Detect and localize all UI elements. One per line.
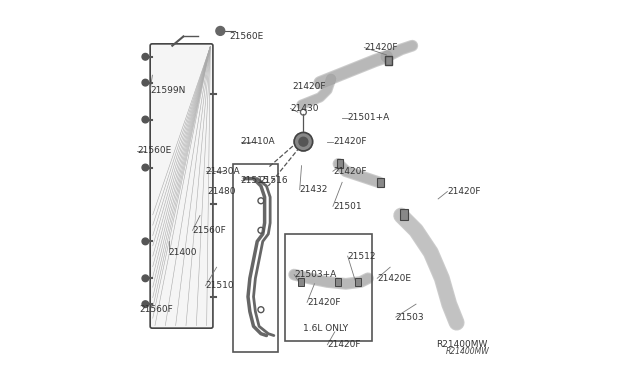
Text: 21400: 21400 bbox=[168, 248, 197, 257]
Text: 21420F: 21420F bbox=[447, 187, 481, 196]
Circle shape bbox=[142, 238, 148, 245]
Text: 21430: 21430 bbox=[291, 104, 319, 113]
Text: 21420F: 21420F bbox=[364, 43, 398, 52]
Text: 21501: 21501 bbox=[333, 202, 362, 211]
Text: 21410A: 21410A bbox=[241, 137, 275, 146]
Bar bbox=[335, 278, 340, 286]
Text: R21400MW: R21400MW bbox=[436, 340, 488, 349]
Text: 21430A: 21430A bbox=[205, 167, 240, 176]
Text: 21560F: 21560F bbox=[193, 226, 227, 235]
Text: 21599N: 21599N bbox=[150, 86, 186, 94]
Circle shape bbox=[299, 137, 308, 146]
Text: 1.6L ONLY: 1.6L ONLY bbox=[303, 324, 349, 333]
Text: 21501+A: 21501+A bbox=[348, 113, 390, 122]
Text: 21420F: 21420F bbox=[333, 137, 367, 146]
Text: 21420E: 21420E bbox=[377, 274, 412, 283]
Bar bbox=[377, 178, 384, 187]
Circle shape bbox=[142, 54, 148, 60]
Circle shape bbox=[142, 164, 148, 171]
Bar bbox=[337, 160, 343, 168]
Text: 21560E: 21560E bbox=[230, 32, 264, 41]
Text: 21420F: 21420F bbox=[292, 82, 326, 91]
FancyBboxPatch shape bbox=[150, 44, 213, 328]
Circle shape bbox=[294, 132, 312, 151]
Bar bbox=[233, 164, 278, 352]
Text: 21510: 21510 bbox=[205, 281, 234, 290]
Text: 21515: 21515 bbox=[241, 176, 269, 185]
Bar bbox=[385, 56, 392, 65]
Text: 21420F: 21420F bbox=[328, 340, 361, 349]
Text: 21560F: 21560F bbox=[139, 305, 173, 314]
Text: 21420F: 21420F bbox=[307, 298, 340, 307]
Circle shape bbox=[142, 301, 148, 308]
Text: 21516: 21516 bbox=[259, 176, 288, 185]
Text: 21512: 21512 bbox=[348, 251, 376, 261]
Circle shape bbox=[142, 275, 148, 282]
Circle shape bbox=[216, 26, 225, 35]
Bar bbox=[355, 278, 361, 286]
Text: 21420F: 21420F bbox=[333, 167, 367, 176]
Circle shape bbox=[142, 116, 148, 123]
Circle shape bbox=[142, 79, 148, 86]
Bar bbox=[285, 234, 372, 341]
Text: 21503+A: 21503+A bbox=[294, 270, 337, 279]
Bar bbox=[298, 278, 304, 286]
Text: R21400MW: R21400MW bbox=[446, 347, 490, 356]
Text: 21560E: 21560E bbox=[137, 147, 172, 155]
Bar bbox=[400, 209, 408, 220]
Text: 21480: 21480 bbox=[207, 187, 236, 196]
Text: 21503: 21503 bbox=[396, 312, 424, 321]
Text: 21432: 21432 bbox=[300, 185, 328, 194]
